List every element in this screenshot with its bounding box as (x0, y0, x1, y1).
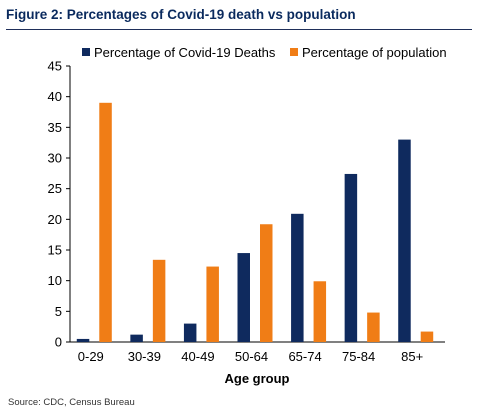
y-tick-label: 45 (48, 59, 62, 74)
y-tick-label: 30 (48, 151, 62, 166)
title-divider (6, 29, 472, 30)
y-tick-label: 5 (55, 304, 62, 319)
legend-swatch (290, 48, 298, 56)
y-tick-label: 25 (48, 181, 62, 196)
y-axis-ticks: 0 5 10 15 20 25 30 35 40 45 (48, 59, 70, 350)
bar-covid-deaths (183, 323, 197, 342)
bar-covid-deaths (398, 139, 411, 342)
source-note: Source: CDC, Census Bureau (8, 397, 135, 408)
bar-population (367, 312, 380, 342)
x-tick-label: 65-74 (288, 349, 321, 364)
y-tick-label: 10 (48, 273, 62, 288)
y-tick-label: 20 (48, 212, 62, 227)
bar-population (206, 266, 219, 342)
bar-population (152, 259, 166, 342)
y-tick-label: 0 (55, 335, 62, 350)
x-axis-title: Age group (225, 371, 290, 386)
chart-axes (69, 66, 445, 343)
bar-population (99, 102, 112, 342)
bar-covid-deaths (237, 253, 250, 342)
x-tick-label: 40-49 (181, 349, 214, 364)
y-tick-label: 35 (48, 120, 62, 135)
x-tick-label: 0-29 (78, 349, 104, 364)
bar-covid-deaths (76, 338, 90, 342)
figure-title: Figure 2: Percentages of Covid-19 death … (6, 7, 356, 22)
legend-label: Percentage of Covid-19 Deaths (94, 45, 276, 60)
bar-chart: 0 5 10 15 20 25 30 35 40 45 0-29 30-39 40-49 50-64 65… (48, 45, 447, 386)
chart-legend: Percentage of Covid-19 Deaths Percentage … (82, 45, 447, 60)
y-tick-label: 40 (48, 89, 62, 104)
y-tick-label: 15 (48, 243, 62, 258)
x-tick-label: 75-84 (342, 349, 375, 364)
bar-population (420, 331, 434, 342)
x-axis-ticks: 0-29 30-39 40-49 50-64 65-74 75-84 85+ (78, 349, 423, 364)
bar-covid-deaths (130, 334, 143, 342)
x-tick-label: 85+ (401, 349, 423, 364)
x-tick-label: 30-39 (128, 349, 161, 364)
legend-label: Percentage of population (302, 45, 447, 60)
x-tick-label: 50-64 (235, 349, 268, 364)
bar-covid-deaths (291, 213, 304, 342)
bar-population (313, 281, 327, 342)
bar-population (260, 224, 273, 342)
legend-swatch (82, 48, 90, 56)
bar-covid-deaths (344, 173, 358, 342)
chart-bars (76, 102, 434, 342)
